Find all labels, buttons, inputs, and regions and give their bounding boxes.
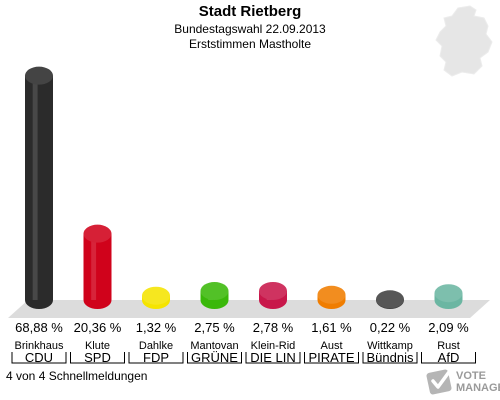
value-label: 0,22 % [370,320,411,335]
party-label: PIRATE [309,350,355,365]
bar-top [25,66,53,85]
label-bracket [245,352,301,364]
bar-body [83,233,112,309]
bar [434,284,463,309]
label-bracket [187,352,242,364]
bar-top [142,286,170,305]
candidate-label: Rust [437,340,460,352]
party-label: CDU [25,350,53,365]
candidate-label: Klein-Rid [251,340,296,352]
value-label: 20,36 % [74,320,122,335]
bar-highlight [91,233,97,300]
logo-text-line1: VOTE [456,370,486,382]
value-label: 2,75 % [194,320,235,335]
candidate-label: Mantovan [190,340,238,352]
label-bracket [304,352,359,364]
candidate-label: Dahlke [139,340,173,352]
germany-map-icon [435,5,493,77]
chart-subtitle: Bundestagswahl 22.09.2013 [174,22,326,36]
bar [317,285,346,309]
party-label: DIE LIN [250,350,296,365]
bar [200,282,229,309]
logo-text-line2: MANAGER [456,382,500,394]
vote-manager-logo: VOTE MANAGER [423,364,500,398]
bar [25,66,53,309]
bar-top [200,282,229,301]
bar-highlight [32,75,38,300]
value-label: 68,88 % [15,320,63,335]
party-label: SPD [84,350,111,365]
bar-top [434,284,463,303]
label-bracket [70,352,125,364]
label-bracket [362,352,418,364]
chart-floor-plane [8,300,490,318]
status-text: 4 von 4 Schnellmeldungen [6,369,148,383]
party-label: AfD [438,350,460,365]
bar-top [376,290,404,309]
candidate-label: Wittkamp [367,340,413,352]
bar-top [317,285,346,304]
bar-top [83,224,112,243]
label-bracket [11,352,67,364]
check-icon [426,369,452,395]
candidate-label: Aust [320,340,342,352]
value-label: 2,78 % [253,320,294,335]
candidate-label: Brinkhaus [15,340,64,352]
label-bracket [421,352,476,364]
party-label: Bündnis [367,350,414,365]
bar [83,224,112,309]
value-label: 1,61 % [311,320,352,335]
value-label: 1,32 % [136,320,177,335]
bar [376,290,404,309]
chart-title: Stadt Rietberg [198,3,302,20]
party-label: FDP [143,350,169,365]
bar [142,286,170,309]
bar-body [25,75,53,309]
value-label: 2,09 % [428,320,469,335]
bar-top [259,281,287,300]
candidate-label: Klute [85,340,110,352]
bar [259,281,287,309]
chart-floor [8,300,490,318]
party-label: GRÜNE [191,350,238,365]
label-bracket [128,352,184,364]
chart-subtitle-2: Erststimmen Mastholte [188,37,312,51]
